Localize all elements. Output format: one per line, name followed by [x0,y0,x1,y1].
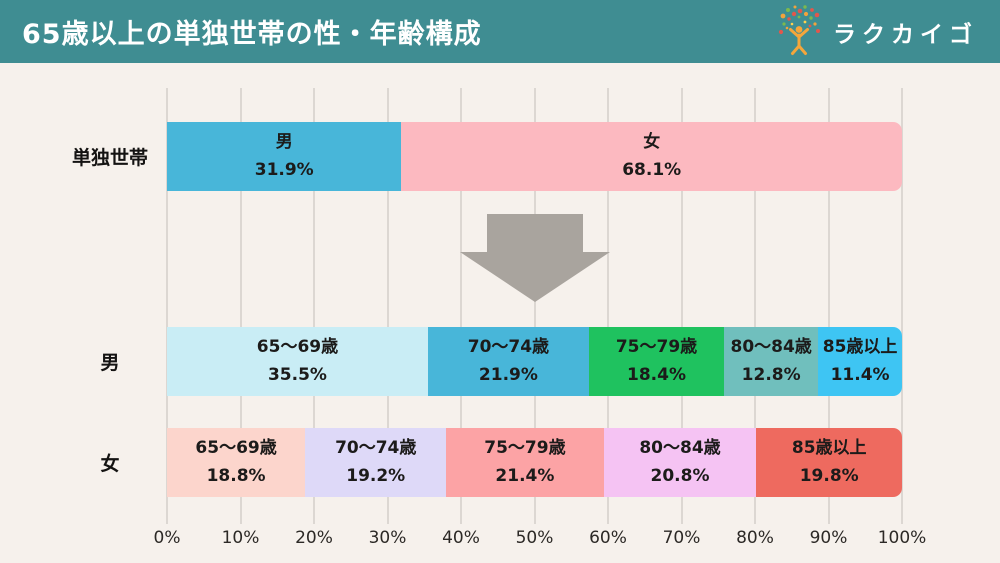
bar-segment: 75〜79歳 18.4% [588,327,725,396]
segment-name: 85歳以上 [791,438,867,459]
x-axis-tick-label: 90% [809,528,848,548]
gridline [460,88,462,524]
x-axis-tick-label: 30% [368,528,407,548]
page-title: 65歳以上の単独世帯の性・年齢構成 [22,19,482,50]
segment-value: 68.1% [622,159,682,180]
segment-value: 19.8% [799,465,859,486]
bar-segment: 男 31.9% [167,122,402,191]
brand-logo: ラクカイゴ [774,4,978,60]
bar-segment: 85歳以上 11.4% [818,327,902,396]
segment-value: 12.8% [741,364,801,385]
gridline [827,88,830,524]
bar-row-2: 65〜69歳 35.5% 70〜74歳 21.9% 75〜79歳 18.4% 80〜84歳 1… [167,327,902,396]
segment-name: 75〜79歳 [615,337,698,358]
segment-value: 20.8% [650,465,710,486]
bar-row-1: 男 31.9% 女 68.1% [167,122,902,191]
x-axis-tick-label: 0% [153,528,181,548]
segment-value: 18.4% [627,364,686,385]
segment-value: 11.4% [830,364,890,385]
gridline [607,88,609,524]
segment-value: 31.9% [254,159,314,180]
gridline [166,88,168,524]
bar-segment: 65〜69歳 18.8% [167,428,306,497]
x-axis-tick-label: 80% [736,528,774,548]
x-axis-tick-label: 20% [295,528,333,548]
bar-segment: 女 68.1% [401,122,902,191]
gridline [680,88,683,524]
row-label: 男 [100,352,120,374]
bar-segment: 70〜74歳 19.2% [305,428,447,497]
gridline [754,88,756,524]
gridline [239,88,242,524]
down-arrow [459,214,610,306]
segment-name: 65〜69歳 [195,438,277,459]
x-axis-tick-label: 40% [442,528,480,548]
gridline [901,88,903,524]
segment-name: 65〜69歳 [256,337,339,358]
row-label: 単独世帯 [71,147,148,169]
segment-name: 85歳以上 [822,337,898,358]
bar-segment: 65〜69歳 35.5% [167,327,428,396]
bar-segment: 75〜79歳 21.4% [446,428,604,497]
segment-value: 21.9% [478,364,538,385]
segment-name: 80〜84歳 [730,337,812,358]
segment-name: 70〜74歳 [467,337,550,358]
x-axis-tick-label: 10% [221,528,260,548]
segment-name: 80〜84歳 [639,438,721,459]
bar-row-3: 65〜69歳 18.8% 70〜74歳 19.2% 75〜79歳 21.4% 80〜84歳 2… [167,428,902,497]
person-confetti-icon [774,4,824,60]
segment-name: 女 [643,132,661,153]
x-axis-tick-label: 50% [515,528,554,548]
gridline [386,88,389,524]
x-axis-tick-label: 100% [877,528,927,548]
segment-name: 75〜79歳 [484,438,566,459]
bar-segment: 80〜84歳 12.8% [724,327,819,396]
gridline [533,88,536,524]
brand-logo-text: ラクカイゴ [833,21,978,48]
segment-value: 21.4% [495,465,555,486]
row-label: 女 [100,453,120,475]
x-axis-tick-label: 60% [589,528,627,548]
x-axis-tick-label: 70% [662,528,701,548]
down-arrow-icon [459,214,610,302]
segment-name: 70〜74歳 [335,438,417,459]
segment-value: 19.2% [346,465,406,486]
bar-segment: 85歳以上 19.8% [756,428,902,497]
segment-name: 男 [275,132,293,153]
gridline [313,88,315,524]
segment-value: 35.5% [267,364,327,385]
segment-value: 18.8% [206,465,266,486]
bar-segment: 80〜84歳 20.8% [603,428,757,497]
plot-area: 男 31.9% 女 68.1% 65〜69歳 35.5% 70〜74歳 21.9% 75〜79歳… [166,88,903,524]
bar-segment: 70〜74歳 21.9% [427,327,589,396]
header: 65歳以上の単独世帯の性・年齢構成 [0,0,1000,63]
